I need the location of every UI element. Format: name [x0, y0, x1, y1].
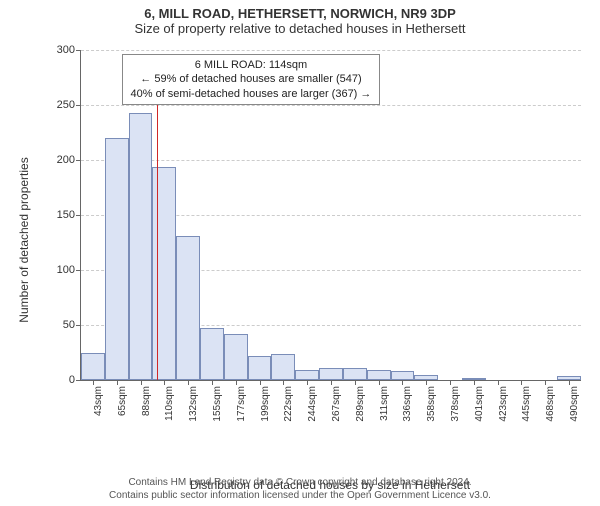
y-tick-mark	[76, 160, 81, 161]
x-tick-mark	[164, 380, 165, 385]
x-tick-label: 289sqm	[355, 386, 366, 422]
histogram-bar	[81, 353, 105, 381]
x-tick-mark	[188, 380, 189, 385]
annotation-line: 6 MILL ROAD: 114sqm	[131, 58, 372, 72]
x-tick-mark	[450, 380, 451, 385]
histogram-bar	[367, 370, 391, 380]
x-tick-label: 358sqm	[426, 386, 437, 422]
y-tick-label: 50	[63, 319, 75, 331]
histogram-bar	[105, 138, 129, 380]
x-tick-mark	[521, 380, 522, 385]
x-tick-label: 378sqm	[450, 386, 461, 422]
reference-line	[157, 76, 158, 380]
x-tick-label: 267sqm	[331, 386, 342, 422]
footer-attribution: Contains HM Land Registry data © Crown c…	[0, 477, 600, 502]
histogram-bar	[343, 368, 367, 380]
y-tick-label: 0	[69, 374, 75, 386]
x-tick-mark	[474, 380, 475, 385]
x-tick-label: 155sqm	[212, 386, 223, 422]
x-tick-mark	[379, 380, 380, 385]
x-tick-mark	[426, 380, 427, 385]
x-tick-mark	[93, 380, 94, 385]
page-title-address: 6, MILL ROAD, HETHERSETT, NORWICH, NR9 3…	[0, 6, 600, 21]
y-tick-label: 300	[57, 44, 75, 56]
histogram-bar	[248, 356, 272, 380]
y-tick-label: 250	[57, 99, 75, 111]
x-tick-label: 222sqm	[283, 386, 294, 422]
x-tick-mark	[117, 380, 118, 385]
x-tick-mark	[402, 380, 403, 385]
y-axis-label: Number of detached properties	[17, 157, 31, 322]
y-tick-label: 100	[57, 264, 75, 276]
histogram-bar	[391, 371, 415, 380]
x-tick-mark	[212, 380, 213, 385]
x-tick-label: 132sqm	[188, 386, 199, 422]
x-tick-label: 43sqm	[93, 386, 104, 416]
plot-area: 05010015020025030043sqm65sqm88sqm110sqm1…	[80, 50, 581, 381]
page-subtitle: Size of property relative to detached ho…	[0, 21, 600, 36]
x-tick-label: 311sqm	[379, 386, 390, 421]
x-tick-label: 244sqm	[307, 386, 318, 422]
x-tick-mark	[283, 380, 284, 385]
histogram-bar	[200, 328, 224, 380]
y-tick-label: 150	[57, 209, 75, 221]
histogram-bar	[295, 370, 319, 380]
histogram-bar	[129, 113, 153, 380]
y-tick-label: 200	[57, 154, 75, 166]
x-tick-mark	[545, 380, 546, 385]
x-tick-mark	[307, 380, 308, 385]
annotation-box: 6 MILL ROAD: 114sqm← 59% of detached hou…	[122, 54, 381, 105]
x-tick-mark	[141, 380, 142, 385]
x-tick-mark	[260, 380, 261, 385]
x-tick-mark	[569, 380, 570, 385]
y-tick-mark	[76, 50, 81, 51]
x-tick-mark	[355, 380, 356, 385]
histogram-bar	[224, 334, 248, 380]
y-tick-mark	[76, 380, 81, 381]
histogram-bar	[271, 354, 295, 380]
y-tick-mark	[76, 215, 81, 216]
histogram-bar	[176, 236, 200, 380]
x-tick-mark	[331, 380, 332, 385]
x-tick-label: 65sqm	[117, 386, 128, 416]
x-tick-mark	[236, 380, 237, 385]
chart-container: Number of detached properties 0501001502…	[50, 50, 580, 430]
x-tick-label: 88sqm	[141, 386, 152, 416]
histogram-bar	[319, 368, 343, 380]
x-tick-label: 490sqm	[569, 386, 580, 422]
x-tick-label: 468sqm	[545, 386, 556, 422]
annotation-line: ← 59% of detached houses are smaller (54…	[131, 72, 372, 86]
x-tick-label: 110sqm	[164, 386, 175, 421]
x-tick-label: 401sqm	[474, 386, 485, 422]
x-tick-label: 199sqm	[260, 386, 271, 422]
x-tick-label: 445sqm	[521, 386, 532, 422]
x-tick-label: 423sqm	[498, 386, 509, 422]
y-tick-mark	[76, 270, 81, 271]
y-tick-mark	[76, 325, 81, 326]
y-tick-mark	[76, 105, 81, 106]
x-tick-mark	[498, 380, 499, 385]
footer-line-2: Contains public sector information licen…	[0, 490, 600, 503]
grid-line	[81, 50, 581, 51]
x-tick-label: 336sqm	[402, 386, 413, 422]
footer-line-1: Contains HM Land Registry data © Crown c…	[0, 477, 600, 490]
annotation-line: 40% of semi-detached houses are larger (…	[131, 87, 372, 101]
x-tick-label: 177sqm	[236, 386, 247, 422]
